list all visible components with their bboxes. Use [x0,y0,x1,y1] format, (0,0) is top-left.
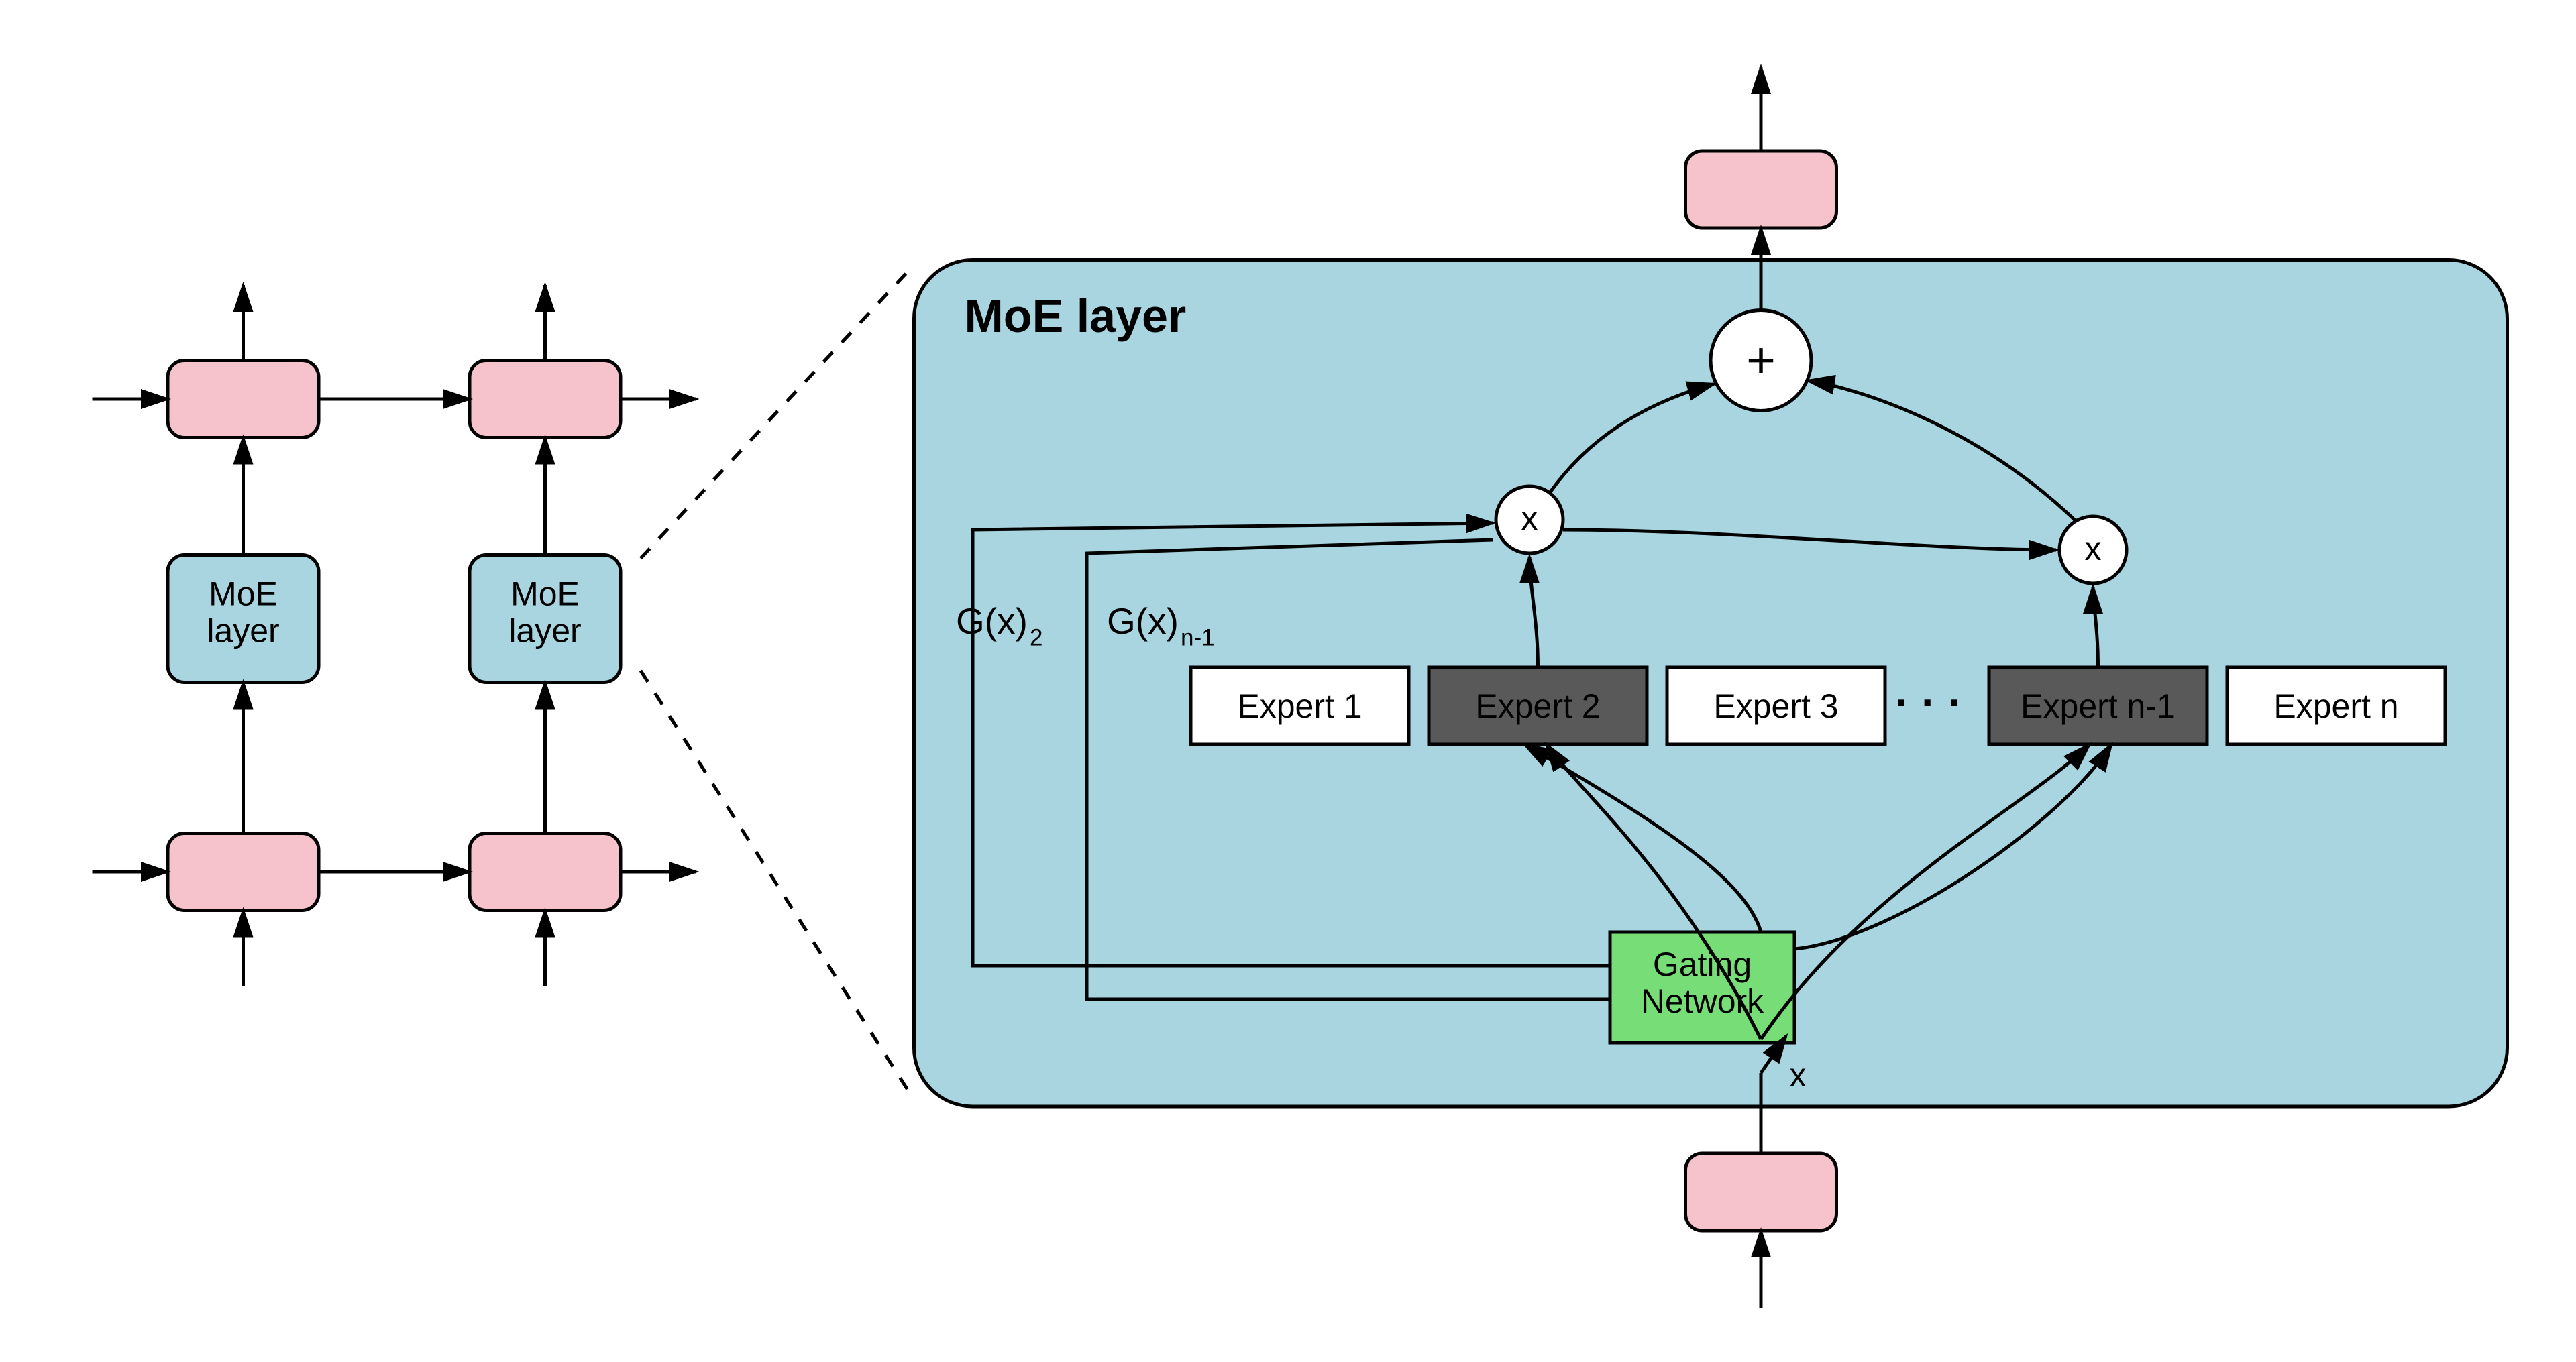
expert-label-3: Expert n-1 [2021,687,2176,725]
x-label: x [1790,1056,1807,1094]
gate-weight-sub-1: n-1 [1181,625,1215,651]
input-block [1686,1153,1837,1231]
left-pink-bot-0 [168,834,319,911]
expert-label-2: Expert 3 [1713,687,1838,725]
expert-label-1: Expert 2 [1475,687,1600,725]
output-block [1686,151,1837,228]
zoom-dash-1 [641,671,914,1100]
left-pink-top-0 [168,361,319,438]
expert-label-0: Expert 1 [1237,687,1362,725]
left-moe-label-1: MoElayer [508,575,581,650]
left-pink-top-1 [470,361,621,438]
left-pink-bot-1 [470,834,621,911]
mul-label-0: x [1521,500,1538,537]
sum-label: + [1746,332,1776,388]
zoom-dash-0 [641,265,914,559]
gate-weight-sub-0: 2 [1030,625,1042,651]
gate-weight-0: G(x) [956,600,1028,642]
mul-label-1: x [2085,530,2102,567]
experts-ellipsis: · · · [1894,678,1962,727]
gate-weight-1: G(x) [1107,600,1179,642]
moe-panel-title: MoE layer [965,290,1187,342]
left-moe-label-0: MoElayer [207,575,279,650]
expert-label-4: Expert n [2273,687,2398,725]
